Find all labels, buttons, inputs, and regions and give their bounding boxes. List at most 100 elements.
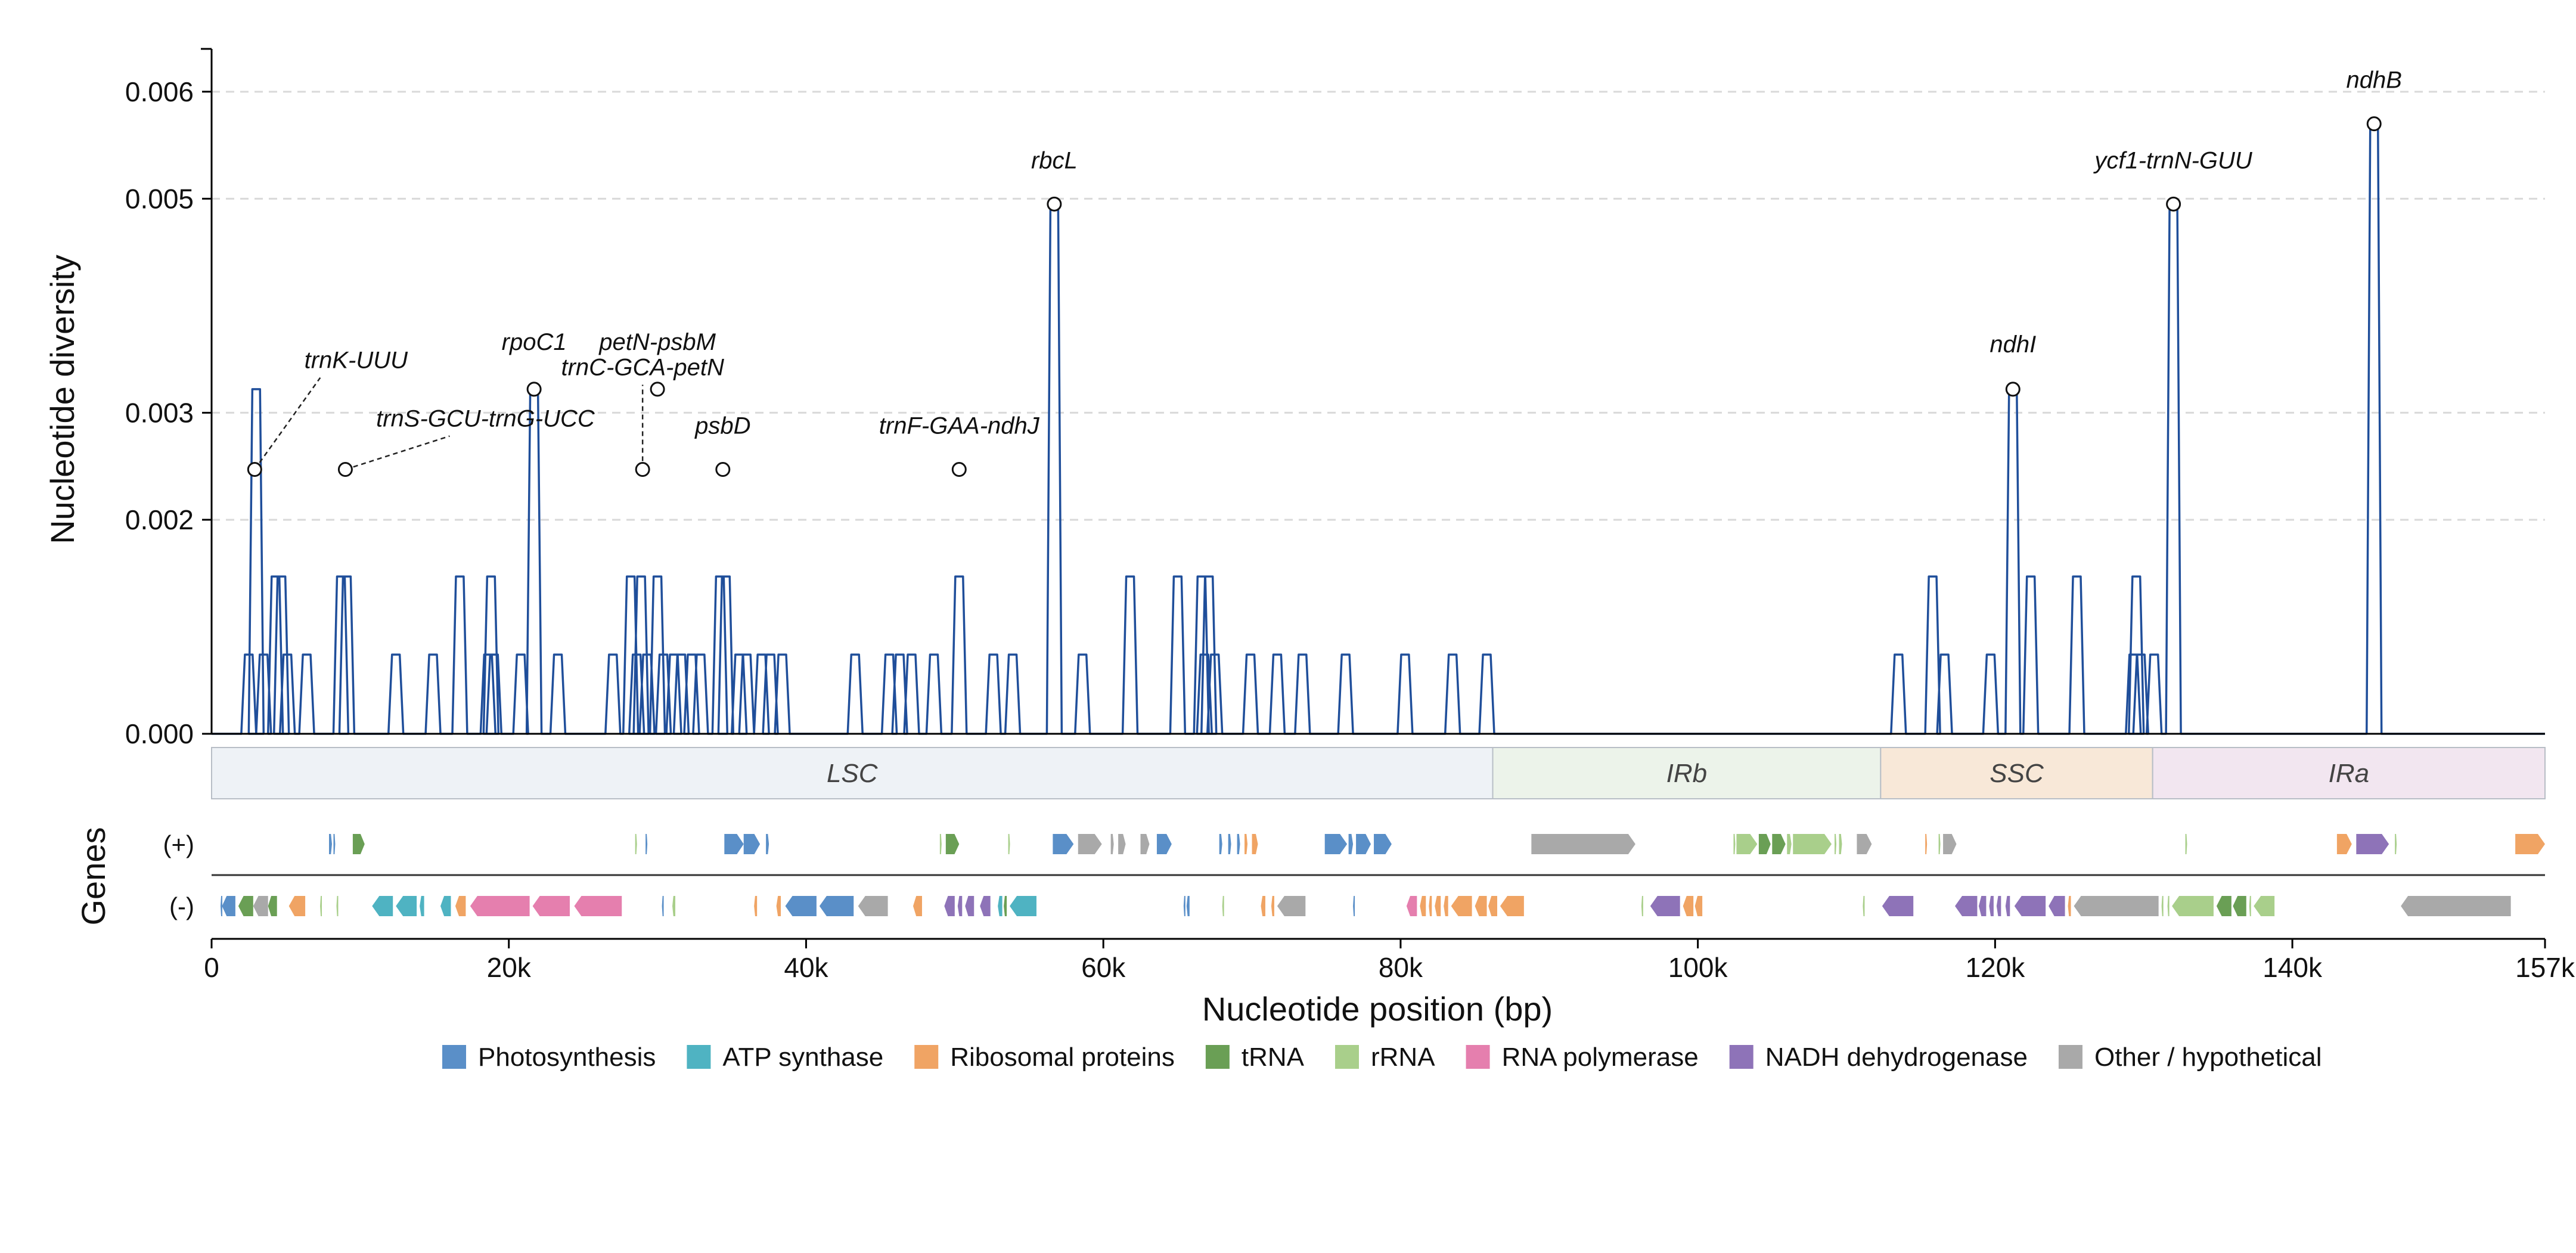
gene-plus [766, 834, 769, 854]
peak-marker [2366, 116, 2382, 132]
gene-minus [1978, 896, 1987, 916]
gene-minus [998, 896, 1003, 916]
axes: 0.000 0.002 0.003 0.005 0.006 0 20k 40k 60k 80k 10… [125, 48, 2575, 983]
gene-minus [1010, 896, 1036, 916]
peak-label: rbcL [1031, 147, 1078, 173]
peak-label: ycf1-trnN-GUU [2093, 147, 2253, 173]
gene-minus [372, 896, 393, 916]
region-band [1492, 747, 1882, 799]
region-band [2152, 747, 2546, 799]
peak-label: ndhI [1990, 331, 2036, 358]
peak-marker [337, 462, 353, 477]
y-tick-label: 0.000 [125, 718, 194, 749]
gene-minus [253, 896, 268, 916]
gene-minus [1222, 896, 1224, 916]
gene-minus [238, 896, 253, 916]
strand-label-plus: (+) [163, 830, 195, 858]
gene-minus [1406, 896, 1417, 916]
gene-minus [2049, 896, 2065, 916]
gene-minus [1004, 896, 1007, 916]
peak-label: trnK-UUU [305, 348, 408, 374]
strand-label-minus: (-) [169, 892, 194, 920]
peak-marker [2005, 382, 2021, 397]
gene-minus [1475, 896, 1487, 916]
y-axis-title: Nucleotide diversity [44, 255, 81, 544]
gene-plus [1531, 834, 1635, 854]
gene-plus [1118, 834, 1126, 854]
gene-plus [1839, 834, 1842, 854]
legend-swatch [2058, 1045, 2082, 1069]
gene-plus [2515, 834, 2545, 854]
gene-plus [1324, 834, 1348, 854]
y-tick-label: 0.006 [125, 76, 194, 107]
gene-minus [1650, 896, 1680, 916]
gene-plus [1733, 834, 1736, 854]
gene-minus [785, 896, 817, 916]
peak-label: ndhB [2347, 67, 2402, 94]
peak-label: trnS-GCU-trnG-UCC [376, 406, 595, 432]
gene-plus [724, 834, 744, 854]
gene-plus [1772, 834, 1786, 854]
legend-label: NADH dehydrogenase [1765, 1043, 2028, 1072]
gene-minus [1694, 896, 1703, 916]
gene-minus [2216, 896, 2232, 916]
region-label: SSC [1990, 759, 2044, 788]
gene-plus [1237, 834, 1240, 854]
peak-marker [715, 462, 731, 477]
gene-minus [672, 896, 676, 916]
gene-minus [396, 896, 417, 916]
peak-marker [650, 382, 665, 397]
grid-lines [212, 91, 2545, 521]
gene-minus [1996, 896, 2001, 916]
gene-plus [1925, 834, 1928, 854]
gene-minus [1429, 896, 1432, 916]
legend: Photosynthesis ATP synthase Ribosomal prot… [442, 1043, 2322, 1072]
peak-marker [247, 462, 262, 477]
peak-marker [951, 462, 967, 477]
gene-minus [957, 896, 963, 916]
gene-plus [2395, 834, 2397, 854]
region-band [1880, 747, 2153, 799]
gene-plus [352, 834, 365, 854]
gene-minus [2005, 896, 2010, 916]
gene-plus [2356, 834, 2389, 854]
gene-minus [1186, 896, 1190, 916]
legend-label: RNA polymerase [1502, 1043, 1699, 1072]
region-label: LSC [827, 759, 879, 788]
gene-minus [2068, 896, 2071, 916]
gene-minus [440, 896, 451, 916]
gene-plus [1943, 834, 1957, 854]
peak-marker [2166, 196, 2181, 212]
gene-plus [1736, 834, 1758, 854]
gene-minus [965, 896, 974, 916]
gene-plus [1793, 834, 1832, 854]
peak-marker [635, 462, 650, 477]
gene-plus [1857, 834, 1872, 854]
peak-label: trnC-GCA-petN [561, 355, 724, 381]
legend-label: tRNA [1242, 1043, 1305, 1072]
gene-minus [2254, 896, 2275, 916]
gene-minus [1353, 896, 1355, 916]
gene-minus [1882, 896, 1914, 916]
gene-plus [743, 834, 761, 854]
gene-minus [1989, 896, 1994, 916]
gene-minus [2249, 896, 2251, 916]
peak-label: rpoC1 [502, 329, 567, 355]
legend-label: Other / hypothetical [2094, 1043, 2322, 1072]
peak-marker [1047, 196, 1062, 212]
gene-minus [1277, 896, 1306, 916]
gene-minus [1420, 896, 1426, 916]
gene-minus [2074, 896, 2159, 916]
gene-plus [939, 834, 942, 854]
gene-minus [1271, 896, 1274, 916]
x-tick-label: 20k [487, 952, 532, 983]
legend-label: ATP synthase [722, 1043, 883, 1072]
legend-swatch [687, 1045, 711, 1069]
gene-minus [320, 896, 322, 916]
gene-minus [1451, 896, 1472, 916]
gene-minus [222, 896, 235, 916]
gene-plus [1374, 834, 1392, 854]
legend-swatch [1205, 1045, 1230, 1069]
x-tick-label: 120k [1965, 952, 2025, 983]
gene-minus [1444, 896, 1448, 916]
